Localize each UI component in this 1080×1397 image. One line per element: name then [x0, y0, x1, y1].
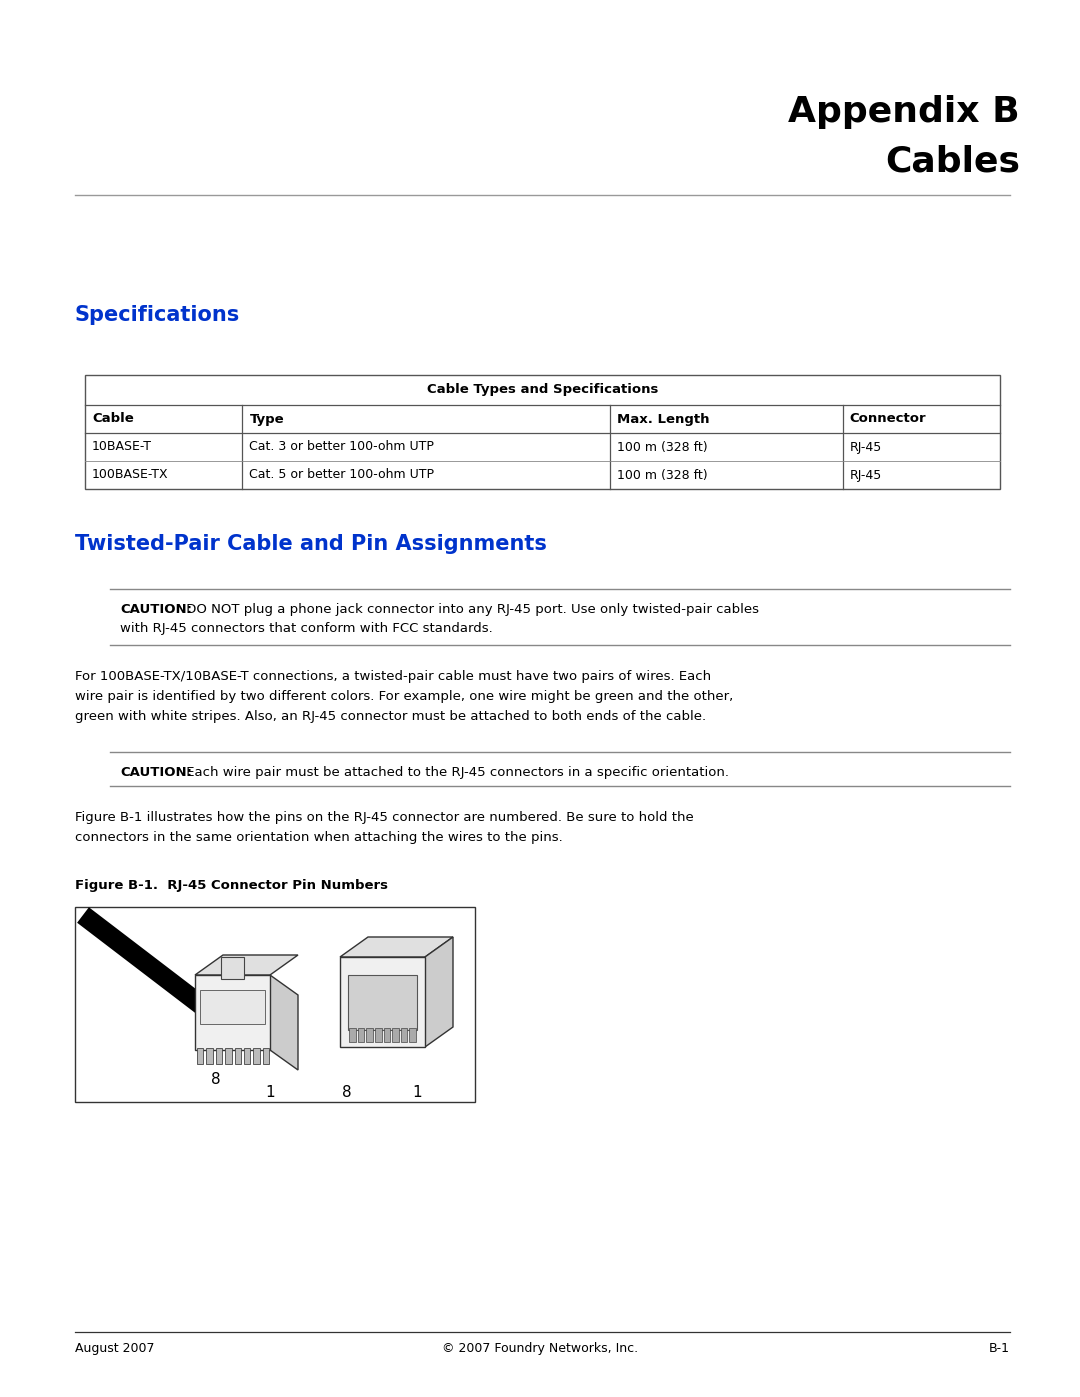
Bar: [234, 1048, 241, 1065]
Text: © 2007 Foundry Networks, Inc.: © 2007 Foundry Networks, Inc.: [442, 1343, 638, 1355]
Bar: [383, 1028, 390, 1042]
Text: Appendix B: Appendix B: [788, 95, 1020, 129]
Bar: [244, 1048, 251, 1065]
Text: B-1: B-1: [989, 1343, 1010, 1355]
Text: Cables: Cables: [885, 145, 1020, 179]
Text: Twisted-Pair Cable and Pin Assignments: Twisted-Pair Cable and Pin Assignments: [75, 534, 546, 555]
Bar: [197, 1048, 203, 1065]
Text: DO NOT plug a phone jack connector into any RJ-45 port. Use only twisted-pair ca: DO NOT plug a phone jack connector into …: [183, 604, 759, 616]
Text: 8: 8: [342, 1085, 352, 1099]
Text: Cat. 5 or better 100-ohm UTP: Cat. 5 or better 100-ohm UTP: [249, 468, 434, 482]
Text: 100BASE-TX: 100BASE-TX: [92, 468, 168, 482]
Polygon shape: [195, 956, 298, 975]
Bar: [349, 1028, 355, 1042]
Bar: [75, 907, 475, 1102]
Text: CAUTION:: CAUTION:: [120, 604, 192, 616]
Bar: [221, 957, 244, 979]
Text: 100 m (328 ft): 100 m (328 ft): [617, 468, 707, 482]
Text: wire pair is identified by two different colors. For example, one wire might be : wire pair is identified by two different…: [75, 690, 733, 703]
Text: green with white stripes. Also, an RJ-45 connector must be attached to both ends: green with white stripes. Also, an RJ-45…: [75, 710, 706, 724]
Text: connectors in the same orientation when attaching the wires to the pins.: connectors in the same orientation when …: [75, 831, 563, 844]
Bar: [195, 975, 270, 1051]
Text: Max. Length: Max. Length: [617, 412, 710, 426]
Bar: [225, 1048, 231, 1065]
Bar: [206, 1048, 213, 1065]
Bar: [375, 1028, 381, 1042]
Bar: [340, 957, 426, 1046]
Polygon shape: [270, 975, 298, 1070]
Text: Cat. 3 or better 100-ohm UTP: Cat. 3 or better 100-ohm UTP: [249, 440, 434, 454]
Text: Figure B-1 illustrates how the pins on the RJ-45 connector are numbered. Be sure: Figure B-1 illustrates how the pins on t…: [75, 812, 693, 824]
Text: RJ-45: RJ-45: [850, 468, 882, 482]
Text: Cable Types and Specifications: Cable Types and Specifications: [427, 384, 658, 397]
Text: 100 m (328 ft): 100 m (328 ft): [617, 440, 707, 454]
Polygon shape: [426, 937, 453, 1046]
Text: 1: 1: [413, 1085, 422, 1099]
Text: 8: 8: [211, 1071, 220, 1087]
Text: 1: 1: [265, 1085, 274, 1099]
Bar: [366, 1028, 373, 1042]
Text: CAUTION:: CAUTION:: [120, 766, 192, 780]
Text: RJ-45: RJ-45: [850, 440, 882, 454]
Bar: [200, 990, 265, 1024]
Text: Each wire pair must be attached to the RJ-45 connectors in a specific orientatio: Each wire pair must be attached to the R…: [183, 766, 729, 780]
Polygon shape: [340, 937, 453, 957]
Bar: [409, 1028, 416, 1042]
Text: Specifications: Specifications: [75, 305, 240, 326]
Bar: [262, 1048, 269, 1065]
Text: with RJ-45 connectors that conform with FCC standards.: with RJ-45 connectors that conform with …: [120, 622, 492, 636]
Text: Type: Type: [249, 412, 284, 426]
Text: Cable: Cable: [92, 412, 134, 426]
Text: Figure B-1.  RJ-45 Connector Pin Numbers: Figure B-1. RJ-45 Connector Pin Numbers: [75, 879, 388, 893]
Text: For 100BASE-TX/10BASE-T connections, a twisted-pair cable must have two pairs of: For 100BASE-TX/10BASE-T connections, a t…: [75, 671, 711, 683]
Bar: [253, 1048, 259, 1065]
Bar: [357, 1028, 364, 1042]
Text: 10BASE-T: 10BASE-T: [92, 440, 152, 454]
Bar: [85, 374, 1000, 489]
Bar: [401, 1028, 407, 1042]
Bar: [348, 975, 417, 1030]
Text: Connector: Connector: [850, 412, 927, 426]
Bar: [392, 1028, 399, 1042]
Bar: [216, 1048, 222, 1065]
Text: August 2007: August 2007: [75, 1343, 154, 1355]
